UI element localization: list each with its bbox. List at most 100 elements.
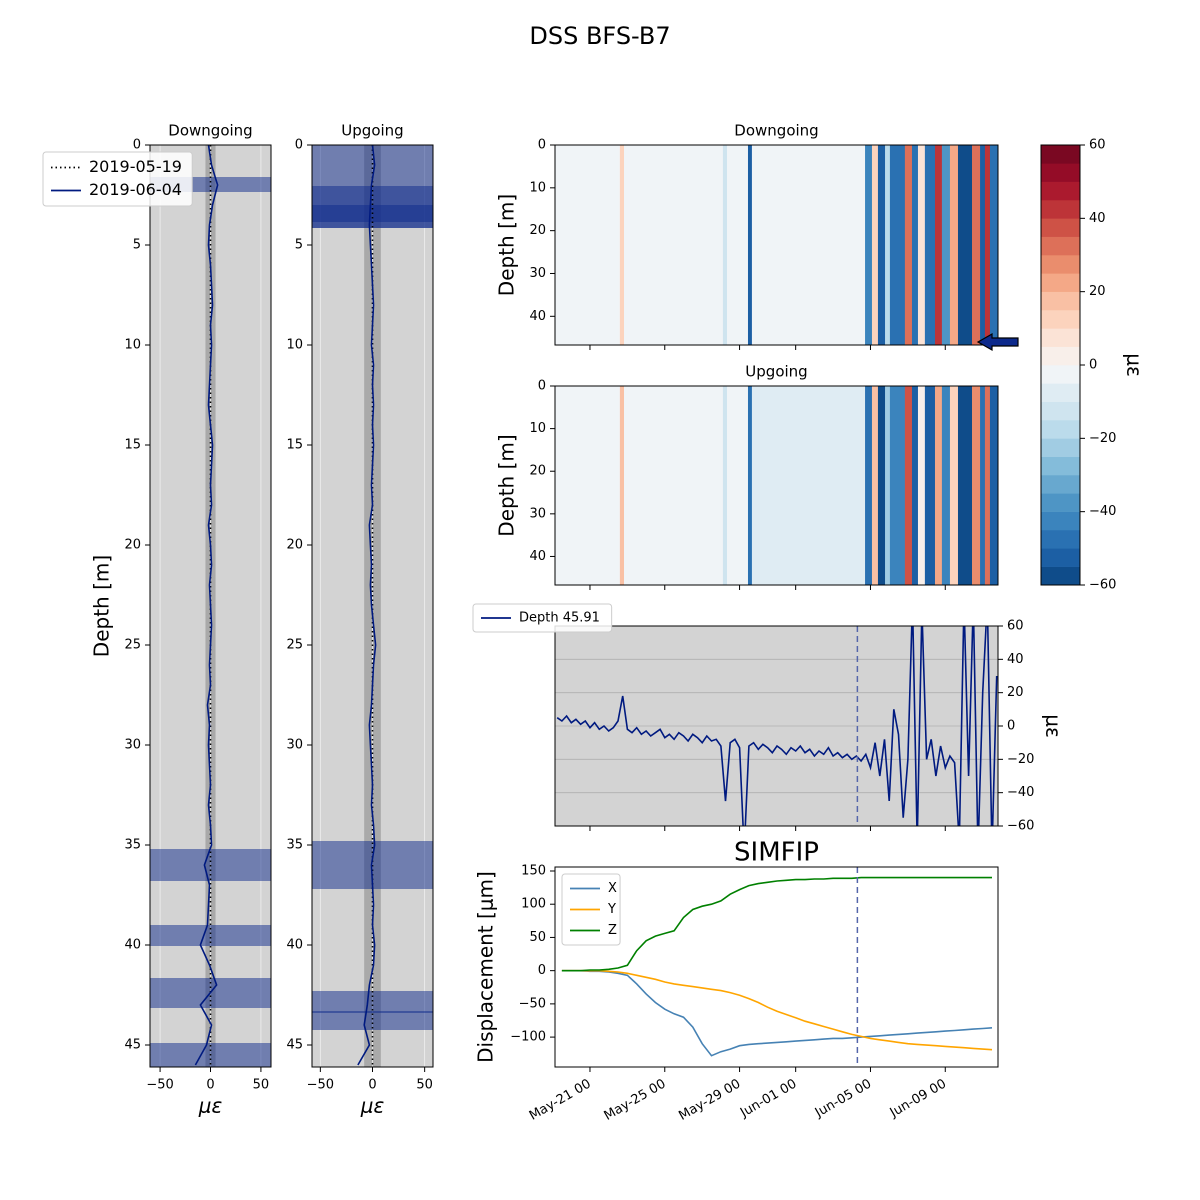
colorbar-swatch — [1041, 328, 1080, 347]
series-line — [357, 145, 377, 1066]
y-tick-label: −50 — [519, 996, 546, 1011]
heatmap-cell — [727, 145, 749, 345]
colorbar-swatch — [1041, 475, 1080, 494]
y-tick-label: 20 — [286, 538, 303, 553]
colorbar-swatch — [1041, 181, 1080, 201]
heatmap-cell — [934, 386, 943, 585]
y-tick-label: 20 — [529, 223, 546, 238]
depth-band — [150, 987, 271, 1008]
y-tick-label: 50 — [529, 930, 546, 945]
y-tick-label: 30 — [286, 738, 303, 753]
colorbar-tick-label: 40 — [1089, 211, 1106, 226]
axes-title: Upgoing — [341, 122, 403, 140]
axes-frame — [554, 144, 999, 346]
axes-background — [555, 867, 998, 1067]
colorbar-swatch — [1041, 493, 1080, 512]
heatmap-cell — [722, 145, 728, 345]
heatmap-cell — [865, 386, 873, 585]
heatmap-cell — [889, 386, 906, 585]
heatmap-cell — [911, 386, 919, 585]
legend-label: 2019-05-19 — [89, 157, 182, 176]
heatmap-cell — [904, 145, 913, 345]
depth-band — [150, 925, 271, 946]
colorbar-swatch — [1041, 438, 1080, 457]
axes-title: Downgoing — [168, 122, 252, 140]
heatmap-cell — [727, 386, 749, 585]
y-axis-label: με — [1042, 714, 1066, 738]
series-line — [561, 876, 992, 972]
y-tick-label: −60 — [1007, 819, 1034, 834]
y-tick-label: 40 — [286, 938, 303, 953]
legend-label: Z — [608, 923, 617, 938]
heatmap-cell — [941, 145, 951, 345]
axes-title: Upgoing — [745, 363, 807, 381]
colorbar-swatch — [1041, 365, 1080, 384]
colorbar-swatch — [1041, 145, 1080, 164]
colorbar-swatch — [1041, 548, 1080, 567]
y-tick-label: 150 — [521, 863, 546, 878]
heatmap-cell — [924, 386, 936, 585]
heatmap-cell — [911, 145, 919, 345]
colorbar-swatch — [1041, 310, 1080, 329]
legend-label: 2019-06-04 — [89, 180, 182, 199]
y-axis-label: Depth [m] — [495, 194, 519, 296]
y-axis-label: με — [1123, 353, 1147, 377]
y-tick-label: 0 — [1007, 719, 1015, 734]
heatmap-cell — [972, 145, 981, 345]
heatmap-cell — [722, 386, 728, 585]
axes-frame — [554, 385, 999, 586]
depth-arrow — [976, 332, 1019, 352]
heatmap-cell — [924, 145, 936, 345]
heatmap-cell — [989, 386, 999, 585]
heatmap-cell — [871, 145, 879, 345]
heatmap-cell — [877, 386, 886, 585]
heatmap-cell — [934, 145, 943, 345]
heatmap-cell — [980, 145, 986, 345]
y-tick-label: 5 — [295, 238, 303, 253]
heatmap-cell — [751, 386, 866, 585]
heatmap-cell — [949, 386, 959, 585]
y-tick-label: 60 — [1007, 619, 1024, 634]
y-tick-label: 0 — [538, 963, 546, 978]
figure-title: DSS BFS-B7 — [529, 22, 670, 50]
y-tick-label: 20 — [529, 464, 546, 479]
y-tick-label: 45 — [286, 1038, 303, 1053]
colorbar-swatch — [1041, 420, 1080, 439]
colorbar-tick-label: 20 — [1089, 284, 1106, 299]
x-axis-label: με — [198, 1094, 223, 1118]
y-tick-label: 45 — [124, 1038, 141, 1053]
colorbar-swatch — [1041, 401, 1080, 421]
colorbar-swatch — [1041, 291, 1080, 311]
axes-title: SIMFIP — [734, 838, 819, 868]
series-line — [561, 969, 993, 1051]
y-tick-label: 40 — [529, 549, 546, 564]
heatmap-cell — [989, 145, 999, 345]
colorbar-swatch — [1041, 511, 1080, 531]
y-axis-label: Depth [m] — [90, 555, 114, 657]
colorbar-swatch — [1041, 346, 1080, 366]
colorbar-swatch — [1041, 566, 1080, 586]
colorbar-swatch — [1041, 456, 1080, 476]
legend-box — [472, 603, 613, 633]
heatmap-cell — [885, 145, 891, 345]
y-tick-label: 40 — [124, 938, 141, 953]
colorbar-tick-label: −40 — [1089, 504, 1116, 519]
heatmap-cell — [941, 386, 951, 585]
heatmap-cell — [957, 386, 973, 585]
x-tick-label: −50 — [307, 1078, 334, 1093]
y-tick-label: 40 — [529, 309, 546, 324]
series-line — [561, 969, 993, 1057]
colorbar-swatch — [1041, 218, 1080, 237]
depth-band — [312, 991, 433, 1013]
y-tick-label: 0 — [538, 379, 546, 394]
heatmap-cell — [889, 145, 906, 345]
x-tick-label: −50 — [146, 1078, 173, 1093]
x-tick-label: 0 — [206, 1078, 214, 1093]
x-tick-label: 50 — [253, 1078, 270, 1093]
series-line — [194, 145, 219, 1066]
y-tick-label: 5 — [133, 238, 141, 253]
y-tick-label: 0 — [295, 138, 303, 153]
y-tick-label: 0 — [133, 138, 141, 153]
